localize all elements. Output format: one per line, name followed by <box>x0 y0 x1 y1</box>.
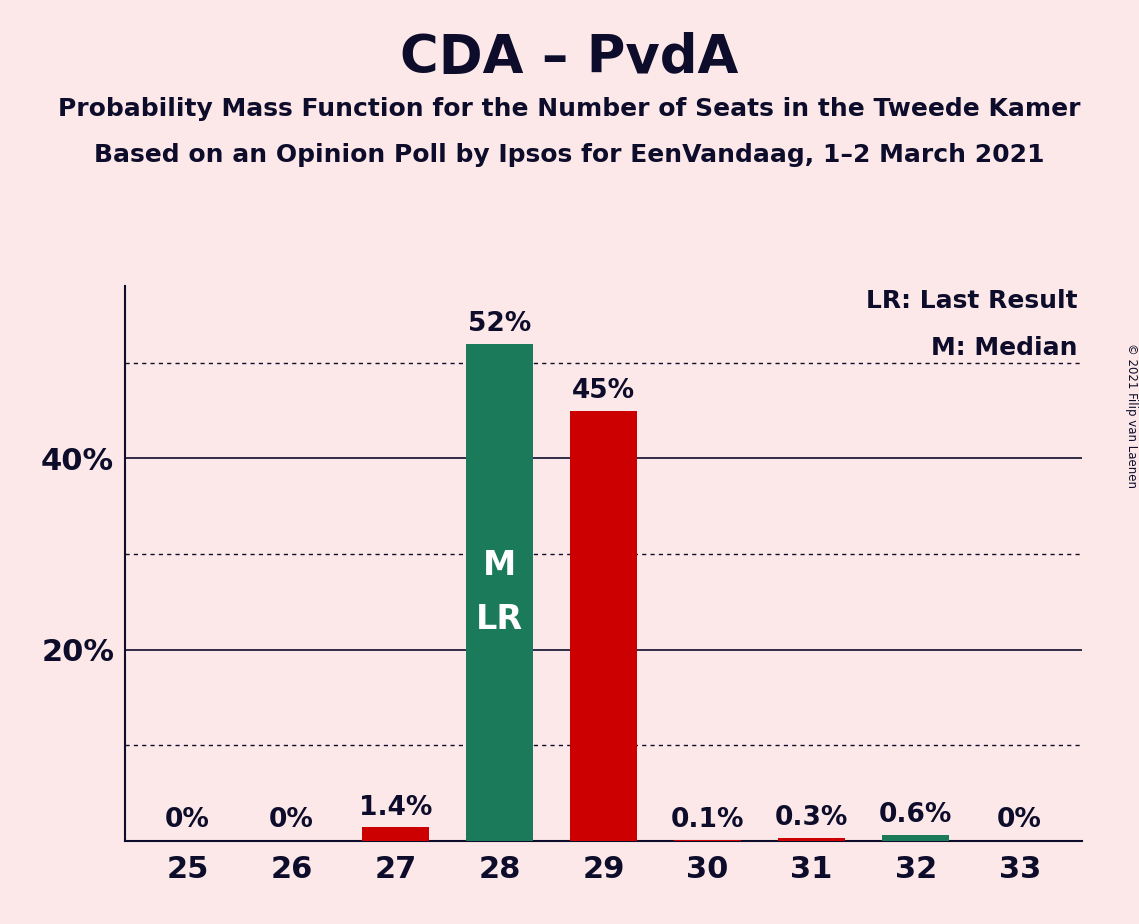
Text: Based on an Opinion Poll by Ipsos for EenVandaag, 1–2 March 2021: Based on an Opinion Poll by Ipsos for Ee… <box>95 143 1044 167</box>
Text: LR: Last Result: LR: Last Result <box>866 289 1077 313</box>
Text: 0%: 0% <box>165 808 210 833</box>
Text: 0%: 0% <box>998 808 1042 833</box>
Bar <box>674 840 741 841</box>
Bar <box>362 828 429 841</box>
Text: M
LR: M LR <box>476 549 523 636</box>
Text: Probability Mass Function for the Number of Seats in the Tweede Kamer: Probability Mass Function for the Number… <box>58 97 1081 121</box>
Text: 45%: 45% <box>572 378 636 404</box>
Text: 0.1%: 0.1% <box>671 808 745 833</box>
Bar <box>570 410 638 841</box>
Bar <box>882 835 950 841</box>
Text: 0.3%: 0.3% <box>775 806 849 832</box>
Text: CDA – PvdA: CDA – PvdA <box>400 32 739 84</box>
Text: 52%: 52% <box>468 311 531 337</box>
Text: 0.6%: 0.6% <box>879 802 952 829</box>
Text: © 2021 Filip van Laenen: © 2021 Filip van Laenen <box>1124 344 1138 488</box>
Text: M: Median: M: Median <box>931 336 1077 360</box>
Bar <box>778 838 845 841</box>
Bar <box>466 344 533 841</box>
Text: 1.4%: 1.4% <box>359 795 433 821</box>
Text: 0%: 0% <box>269 808 314 833</box>
